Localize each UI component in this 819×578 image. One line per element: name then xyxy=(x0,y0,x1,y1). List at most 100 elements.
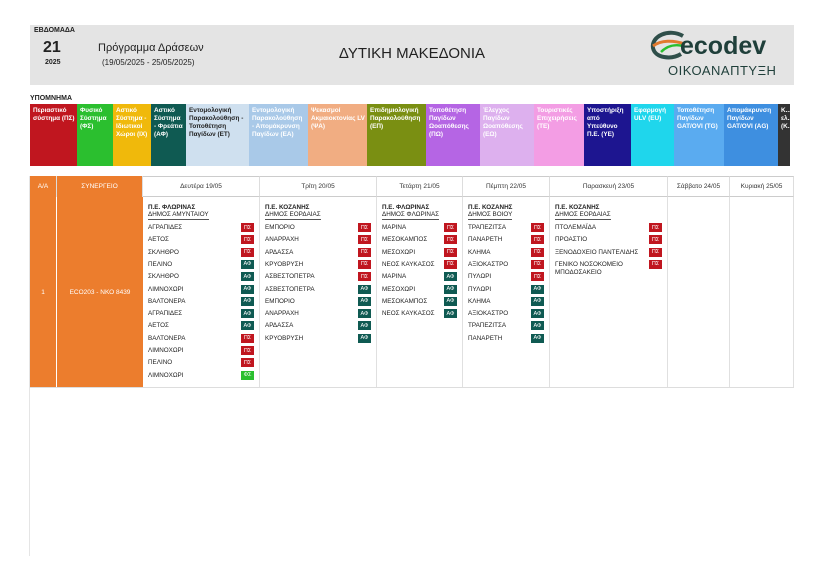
activity-tag: ΑΦ xyxy=(241,296,254,306)
location-name: ΜΕΣΟΧΩΡΙ xyxy=(382,248,416,256)
activity-tag: ΠΣ xyxy=(241,333,254,343)
location-name: ΕΜΠΟΡΙΟ xyxy=(265,224,295,231)
activity-tag: ΠΣ xyxy=(649,223,662,232)
location-name: ΕΜΠΟΡΙΟ xyxy=(265,297,295,305)
region-title: ΔΥΤΙΚΗ ΜΑΚΕΔΟΝΙΑ xyxy=(338,45,486,62)
municipality: ΔΗΜΟΣ ΦΛΩΡΙΝΑΣ xyxy=(382,211,440,220)
municipality: ΔΗΜΟΣ ΒΟΙΟΥ xyxy=(468,211,513,220)
activity-tag: ΑΦ xyxy=(531,284,544,294)
location-name: ΜΑΡΙΝΑ xyxy=(382,273,407,281)
activity-tag: ΠΣ xyxy=(531,259,544,269)
location-name: ΑΡΔΑΣΣΑ xyxy=(265,248,294,256)
activity-tag: ΑΦ xyxy=(241,272,254,282)
legend-item: Κ... ελ... (Κ... xyxy=(778,104,793,166)
row-number: 1 xyxy=(30,197,56,387)
logo-subtitle: ΟΙΚΟΑΝΑΠΤΥΞΗ xyxy=(668,63,777,78)
location-name: ΚΡΥΟΒΡΥΣΗ xyxy=(265,260,304,268)
location-name: ΤΡΑΠΕΖΙΤΣΑ xyxy=(468,322,507,330)
activity-tag: ΑΦ xyxy=(241,309,254,319)
program-dates: (19/05/2025 - 25/05/2025) xyxy=(102,58,195,67)
activity-tag: ΑΦ xyxy=(531,309,544,319)
activity-tag: ΑΦ xyxy=(444,272,457,282)
header-day: Πέμπτη 22/05 xyxy=(463,176,550,197)
legend-item: Ψεκασμοί Ακμαιοκτονίας LV (ΨΑ) xyxy=(308,104,367,166)
location-name: ΤΡΑΠΕΖΙΤΣΑ xyxy=(468,224,507,231)
week-label: ΕΒΔΟΜΑΔΑ xyxy=(34,27,75,34)
legend-item: Αστικό Σύστημα - Φρεάτια (ΑΦ) xyxy=(151,104,186,166)
location-name: ΑΝΑΡΡΑΧΗ xyxy=(265,310,299,318)
legend-title: ΥΠΟΜΝΗΜΑ xyxy=(30,95,72,102)
report-header: ΕΒΔΟΜΑΔΑ 21 2025 Πρόγραμμα Δράσεων (19/0… xyxy=(30,25,794,85)
legend-item: Υποστήριξη από Υπεύθυνο Π.Ε. (ΥΕ) xyxy=(584,104,631,166)
municipality: ΔΗΜΟΣ ΕΟΡΔΑΙΑΣ xyxy=(265,211,321,220)
legend-item: Τουριστικές Επιχειρήσεις (ΤΕ) xyxy=(534,104,584,166)
location-name: ΓΕΝΙΚΟ ΝΟΣΟΚΟΜΕΙΟ ΜΠΟΔΟΣΑΚΕΙΟ xyxy=(555,260,623,276)
activity-tag: ΠΣ xyxy=(444,223,457,232)
activity-tag: ΑΦ xyxy=(358,296,371,306)
header-team: ΣΥΝΕΡΓΕΙΟ xyxy=(57,176,143,197)
activity-tag: ΠΣ xyxy=(444,235,457,245)
activity-tag: ΠΣ xyxy=(358,259,371,269)
activity-tag: ΠΣ xyxy=(241,247,254,257)
regional-unit: Π.Ε. ΚΟΖΑΝΗΣ xyxy=(555,204,600,211)
team-name: ECO203 - ΝΚΟ 8439 xyxy=(57,197,143,387)
activity-tag: ΑΦ xyxy=(241,259,254,269)
legend-item: Εφαρμογή ULV (EU) xyxy=(631,104,674,166)
activity-tag: ΑΦ xyxy=(358,321,371,331)
table-bottom-rule xyxy=(30,387,794,388)
legend-item: Επιδημιολογική Παρακολούθηση (ΕΠ) xyxy=(367,104,426,166)
legend-item: Φυσικό Σύστημα (ΦΣ) xyxy=(77,104,113,166)
location-name: ΜΕΣΟΧΩΡΙ xyxy=(382,285,416,293)
activity-tag: ΑΦ xyxy=(531,333,544,343)
location-name: ΛΙΜΝΟΧΩΡΙ xyxy=(148,371,184,379)
activity-tag: ΠΣ xyxy=(444,259,457,269)
activity-tag: ΑΦ xyxy=(241,321,254,331)
activity-tag: ΠΣ xyxy=(241,223,254,232)
activity-tag: ΑΦ xyxy=(358,284,371,294)
location-name: ΑΡΔΑΣΣΑ xyxy=(265,322,294,330)
activity-tag: ΠΣ xyxy=(358,223,371,232)
activity-tag: ΠΣ xyxy=(531,247,544,257)
regional-unit: Π.Ε. ΦΛΩΡΙΝΑΣ xyxy=(382,204,430,211)
municipality: ΔΗΜΟΣ ΕΟΡΔΑΙΑΣ xyxy=(555,211,611,220)
location-name: ΑΓΡΑΠΙΔΕΣ xyxy=(148,310,183,318)
day-cell: Π.Ε. ΦΛΩΡΙΝΑΣ ΔΗΜΟΣ ΑΜΥΝΤΑΙΟΥ ΑΓΡΑΠΙΔΕΣ ΠΣ Α… xyxy=(143,197,260,387)
location-name: ΜΕΣΟΚΑΜΠΟΣ xyxy=(382,236,428,244)
table-row: 1 ECO203 - ΝΚΟ 8439 Π.Ε. ΦΛΩΡΙΝΑΣ ΔΗΜΟΣ Α… xyxy=(30,197,794,387)
location-name: ΑΕΤΟΣ xyxy=(148,322,169,330)
location-name: ΝΕΟΣ ΚΑΥΚΑΣΟΣ xyxy=(382,260,435,268)
location-name: ΣΚΛΗΘΡΟ xyxy=(148,273,179,281)
legend-item: Τοποθέτηση Παγίδων GAT/OVI (TG) xyxy=(674,104,724,166)
header-day: Τετάρτη 21/05 xyxy=(377,176,463,197)
location-name: ΠΡΟΑΣΤΙΟ xyxy=(555,236,588,244)
activity-tag: ΠΣ xyxy=(531,235,544,245)
day-cell: Π.Ε. ΦΛΩΡΙΝΑΣ ΔΗΜΟΣ ΦΛΩΡΙΝΑΣ ΜΑΡΙΝΑ ΠΣ ΜΕΣΟΚ… xyxy=(377,197,463,387)
activity-tag: ΠΣ xyxy=(444,247,457,257)
logo-text: ecodev xyxy=(680,32,767,60)
location-name: ΑΞΙΟΚΑΣΤΡΟ xyxy=(468,310,509,318)
location-name: ΑΞΙΟΚΑΣΤΡΟ xyxy=(468,260,509,268)
activity-tag: ΑΦ xyxy=(444,296,457,306)
header-day: Παρασκευή 23/05 xyxy=(550,176,668,197)
location-name: ΠΤΟΛΕΜΑΪΔΑ xyxy=(555,224,597,231)
activity-tag: ΠΣ xyxy=(649,259,662,269)
legend-item: Τοποθέτηση Παγίδων Ωοαπόθεσης (ΠΩ) xyxy=(426,104,480,166)
legend-item: Έλεγχος Παγίδων Ωοαπόθεσης (ΕΩ) xyxy=(480,104,534,166)
header-day: Δευτέρα 19/05 xyxy=(143,176,260,197)
location-name: ΝΕΟΣ ΚΑΥΚΑΣΟΣ xyxy=(382,310,435,318)
program-title: Πρόγραμμα Δράσεων xyxy=(98,42,204,54)
location-name: ΠΑΝΑΡΕΤΗ xyxy=(468,236,503,244)
location-name: ΑΓΡΑΠΙΔΕΣ xyxy=(148,224,183,231)
location-name: ΛΙΜΝΟΧΩΡΙ xyxy=(148,285,184,293)
week-year: 2025 xyxy=(45,59,61,66)
regional-unit: Π.Ε. ΚΟΖΑΝΗΣ xyxy=(468,204,513,211)
activity-tag: ΑΦ xyxy=(358,333,371,343)
activity-tag: ΠΣ xyxy=(358,235,371,245)
location-name: ΑΣΒΕΣΤΟΠΕΤΡΑ xyxy=(265,273,315,281)
activity-tag: ΠΣ xyxy=(241,346,254,355)
day-cell: Π.Ε. ΚΟΖΑΝΗΣ ΔΗΜΟΣ ΒΟΙΟΥ ΤΡΑΠΕΖΙΤΣΑ ΠΣ ΠΑΝΑΡ… xyxy=(463,197,550,387)
activity-tag: ΑΦ xyxy=(531,321,544,331)
location-name: ΜΑΡΙΝΑ xyxy=(382,224,407,231)
activity-tag: ΠΣ xyxy=(241,358,254,368)
day-cell xyxy=(730,197,794,387)
